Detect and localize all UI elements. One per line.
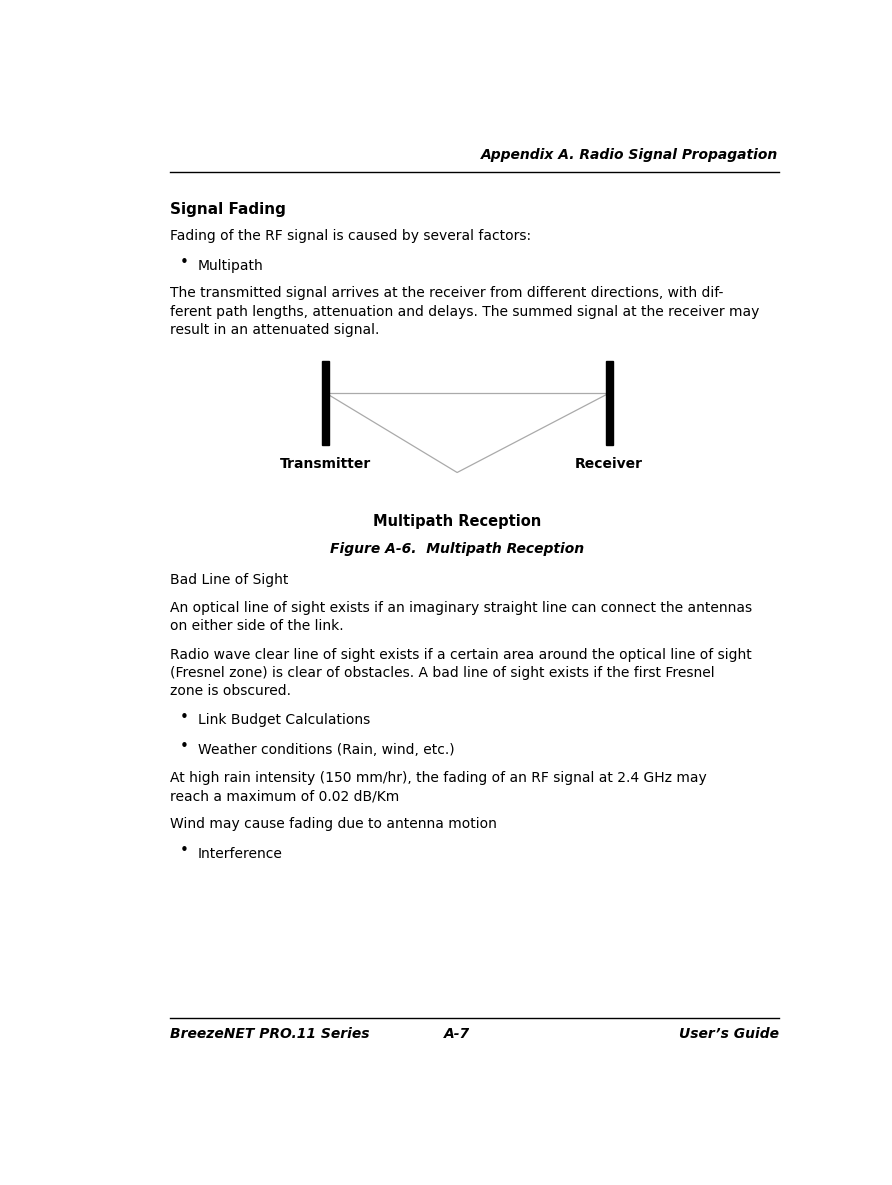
Bar bbox=[322, 361, 329, 446]
Text: Interference: Interference bbox=[198, 846, 283, 860]
Text: •: • bbox=[179, 843, 188, 858]
Text: •: • bbox=[179, 739, 188, 754]
Text: BreezeNET PRO.11 Series: BreezeNET PRO.11 Series bbox=[170, 1027, 370, 1042]
Text: Figure A-6.  Multipath Reception: Figure A-6. Multipath Reception bbox=[330, 542, 584, 556]
Text: Receiver: Receiver bbox=[575, 457, 643, 470]
Text: reach a maximum of 0.02 dB/Km: reach a maximum of 0.02 dB/Km bbox=[170, 789, 400, 803]
Text: Fading of the RF signal is caused by several factors:: Fading of the RF signal is caused by sev… bbox=[170, 229, 532, 243]
Text: Weather conditions (Rain, wind, etc.): Weather conditions (Rain, wind, etc.) bbox=[198, 743, 455, 756]
Text: Transmitter: Transmitter bbox=[280, 457, 371, 470]
Text: Appendix A. Radio Signal Propagation: Appendix A. Radio Signal Propagation bbox=[482, 148, 779, 162]
Text: Link Budget Calculations: Link Budget Calculations bbox=[198, 713, 370, 728]
Text: result in an attenuated signal.: result in an attenuated signal. bbox=[170, 322, 380, 337]
Text: •: • bbox=[179, 710, 188, 725]
Text: User’s Guide: User’s Guide bbox=[679, 1027, 779, 1042]
Text: An optical line of sight exists if an imaginary straight line can connect the an: An optical line of sight exists if an im… bbox=[170, 601, 752, 615]
Text: At high rain intensity (150 mm/hr), the fading of an RF signal at 2.4 GHz may: At high rain intensity (150 mm/hr), the … bbox=[170, 771, 707, 784]
Text: •: • bbox=[179, 255, 188, 270]
Text: A-7: A-7 bbox=[444, 1027, 470, 1042]
Text: Signal Fading: Signal Fading bbox=[170, 201, 286, 217]
Text: zone is obscured.: zone is obscured. bbox=[170, 684, 292, 698]
Text: ferent path lengths, attenuation and delays. The summed signal at the receiver m: ferent path lengths, attenuation and del… bbox=[170, 305, 760, 319]
Text: on either side of the link.: on either side of the link. bbox=[170, 620, 344, 634]
Bar bbox=[606, 361, 613, 446]
Text: Multipath Reception: Multipath Reception bbox=[373, 514, 541, 530]
Text: (Fresnel zone) is clear of obstacles. A bad line of sight exists if the first Fr: (Fresnel zone) is clear of obstacles. A … bbox=[170, 666, 714, 680]
Text: Multipath: Multipath bbox=[198, 260, 264, 273]
Text: Radio wave clear line of sight exists if a certain area around the optical line : Radio wave clear line of sight exists if… bbox=[170, 648, 752, 661]
Text: Wind may cause fading due to antenna motion: Wind may cause fading due to antenna mot… bbox=[170, 816, 497, 831]
Text: Bad Line of Sight: Bad Line of Sight bbox=[170, 572, 289, 587]
Text: The transmitted signal arrives at the receiver from different directions, with d: The transmitted signal arrives at the re… bbox=[170, 287, 723, 300]
